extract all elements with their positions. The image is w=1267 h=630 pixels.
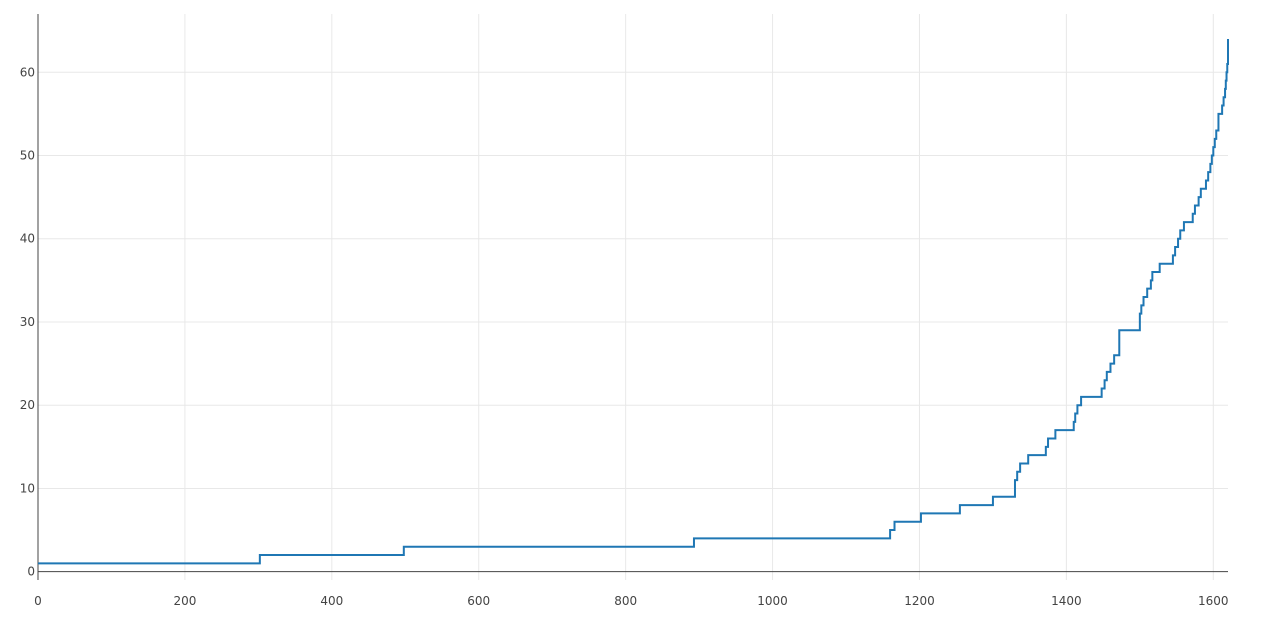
series-layer [38, 38, 1229, 565]
x-tick-label: 1400 [1051, 594, 1082, 608]
x-tick-label: 1600 [1198, 594, 1229, 608]
series-line [38, 38, 1229, 565]
grid-lines [38, 14, 1228, 580]
x-tick-label: 800 [614, 594, 637, 608]
y-tick-label: 60 [20, 65, 35, 79]
y-tick-label: 10 [20, 481, 35, 495]
axes [37, 14, 1228, 580]
y-tick-label: 40 [20, 232, 35, 246]
y-tick-label: 20 [20, 398, 35, 412]
x-tick-label: 1200 [904, 594, 935, 608]
x-tick-label: 600 [467, 594, 490, 608]
x-tick-label: 0 [34, 594, 42, 608]
x-tick-label: 200 [173, 594, 196, 608]
x-tick-label: 400 [320, 594, 343, 608]
tick-labels: 0 200 400 600 800 1000 1200 1400 1600 0 10 20 30 40 50… [20, 65, 1229, 608]
y-tick-label: 30 [20, 315, 35, 329]
x-tick-label: 1000 [757, 594, 788, 608]
y-tick-label: 0 [27, 565, 35, 579]
y-tick-label: 50 [20, 149, 35, 163]
